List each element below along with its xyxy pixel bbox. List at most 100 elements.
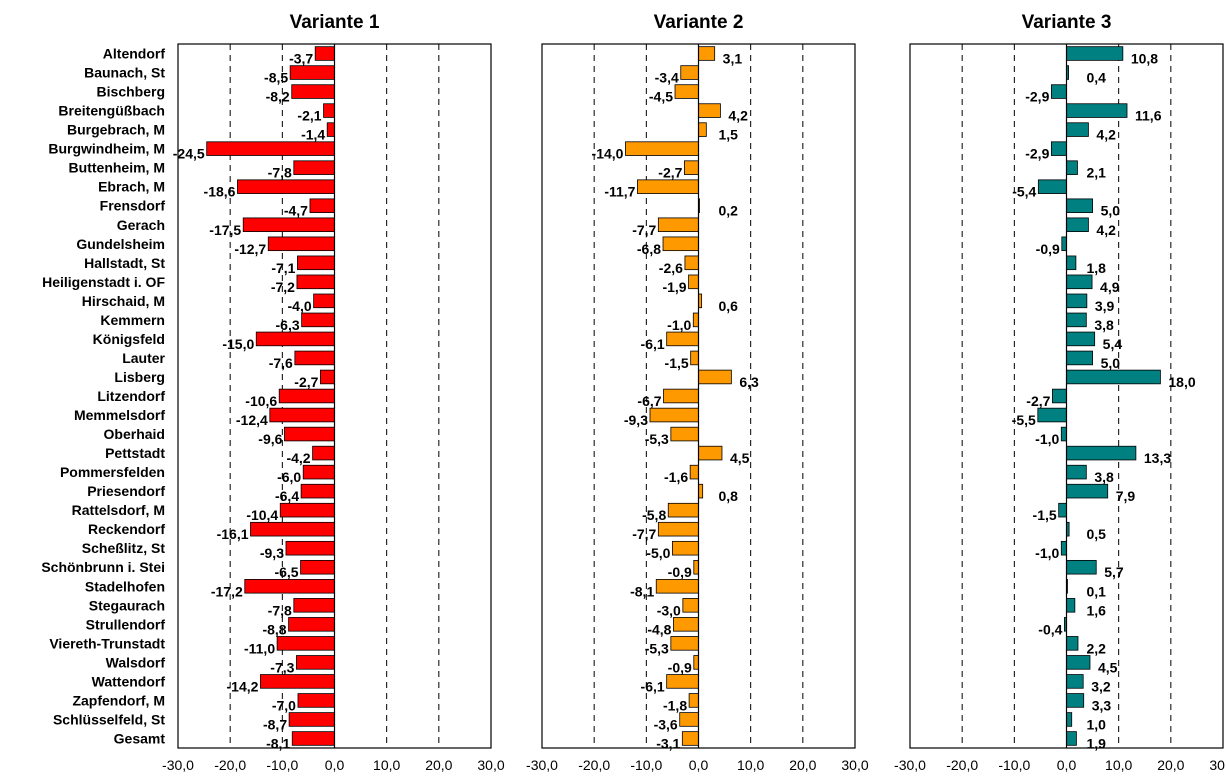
- data-label: -7,6: [269, 355, 293, 371]
- bar: [326, 122, 335, 137]
- data-label: 0,2: [719, 203, 739, 219]
- data-label: -8,1: [266, 735, 290, 751]
- category-label: Baunach, St: [84, 65, 165, 81]
- bar: [300, 483, 335, 499]
- bar: [1066, 674, 1084, 689]
- category-label: Schönbrunn i. Stei: [41, 559, 165, 575]
- category-label: Gesamt: [114, 730, 166, 746]
- bar: [1066, 350, 1093, 366]
- data-label: 4,5: [1098, 659, 1118, 675]
- data-label: -1,6: [664, 469, 688, 485]
- data-label: -0,9: [1036, 241, 1060, 257]
- bar: [323, 103, 335, 118]
- data-label: -1,4: [301, 127, 325, 143]
- panel-title-2: Variante 2: [654, 12, 744, 33]
- data-label: 3,8: [1094, 469, 1114, 485]
- bar: [637, 179, 699, 194]
- data-label: -7,7: [632, 222, 656, 238]
- data-label: 3,2: [1091, 678, 1111, 694]
- category-label: Stadelhofen: [85, 578, 165, 594]
- category-label: Gerach: [117, 217, 165, 233]
- bar: [1037, 407, 1067, 423]
- data-label: -10,4: [246, 507, 278, 523]
- bar: [1061, 236, 1067, 252]
- bar: [293, 160, 335, 175]
- bar: [674, 84, 699, 99]
- data-label: -11,7: [604, 184, 635, 200]
- data-label: -6,7: [637, 393, 661, 409]
- data-label: -1,0: [1035, 431, 1059, 447]
- category-label: Rattelsdorf, M: [72, 502, 165, 518]
- bar: [242, 217, 335, 233]
- bar: [1066, 464, 1087, 480]
- category-label: Schlüsselfeld, St: [53, 711, 165, 727]
- data-label: 3,1: [723, 51, 743, 67]
- bar: [1060, 540, 1067, 556]
- category-label: Lauter: [122, 350, 165, 366]
- data-label: 4,2: [1096, 222, 1116, 238]
- data-label: 5,0: [1101, 203, 1121, 219]
- bar: [684, 160, 699, 175]
- data-label: 2,1: [1087, 165, 1107, 181]
- data-label: -10,6: [245, 393, 277, 409]
- data-label: -5,3: [645, 431, 669, 447]
- bar: [1066, 255, 1077, 271]
- plot-frame: [541, 43, 856, 749]
- bar: [672, 540, 699, 556]
- category-label: Bischberg: [97, 84, 165, 100]
- bar: [1066, 103, 1128, 118]
- data-label: -1,0: [1035, 545, 1059, 561]
- bar: [666, 331, 699, 347]
- x-tick-label: 0,0: [1057, 757, 1077, 773]
- data-label: 11,6: [1135, 108, 1162, 124]
- bar: [278, 388, 335, 404]
- data-label: -4,5: [649, 89, 673, 105]
- bar: [279, 502, 335, 518]
- x-tick-label: 20,0: [789, 757, 816, 773]
- data-label: -5,5: [1012, 412, 1036, 428]
- data-label: -1,5: [665, 355, 689, 371]
- bar: [690, 350, 699, 366]
- x-tick-label: 0,0: [325, 757, 345, 773]
- data-label: -14,2: [227, 678, 259, 694]
- category-label: Breitengüßbach: [58, 103, 165, 119]
- bar: [666, 674, 699, 689]
- data-label: -2,1: [297, 108, 321, 124]
- bar: [698, 122, 707, 137]
- data-label: -9,6: [258, 431, 282, 447]
- data-label: -3,4: [655, 70, 679, 86]
- data-label: -6,5: [274, 564, 298, 580]
- x-tick-label: 30,0: [1209, 757, 1226, 773]
- data-label: -6,1: [641, 336, 665, 352]
- bar: [681, 731, 699, 746]
- category-label: Wattendorf: [92, 673, 166, 689]
- x-tick-label: -10,0: [998, 757, 1030, 773]
- bar: [285, 540, 335, 556]
- data-label: -17,5: [209, 222, 241, 238]
- data-label: -16,1: [217, 526, 249, 542]
- bar: [1066, 369, 1161, 385]
- bar: [698, 103, 721, 118]
- bar: [269, 407, 335, 423]
- data-label: -5,8: [642, 507, 666, 523]
- x-tick-label: 10,0: [737, 757, 764, 773]
- data-label: -0,4: [1038, 621, 1062, 637]
- category-label: Viereth-Trunstadt: [49, 635, 165, 651]
- bar: [667, 502, 699, 518]
- x-tick-label: -10,0: [266, 757, 298, 773]
- data-label: -1,9: [662, 279, 686, 295]
- bar: [297, 255, 335, 271]
- bar: [300, 559, 335, 575]
- data-label: 1,9: [1087, 735, 1107, 751]
- data-label: -6,3: [276, 317, 300, 333]
- bar: [657, 217, 699, 233]
- category-label: Scheßlitz, St: [82, 540, 166, 556]
- bar: [679, 712, 699, 727]
- bar: [1066, 293, 1088, 309]
- data-label: -3,7: [289, 51, 313, 67]
- bar: [296, 655, 335, 670]
- data-label: -12,4: [236, 412, 268, 428]
- x-tick-label: 30,0: [477, 757, 504, 773]
- data-label: -9,3: [260, 545, 284, 561]
- data-label: -15,0: [222, 336, 254, 352]
